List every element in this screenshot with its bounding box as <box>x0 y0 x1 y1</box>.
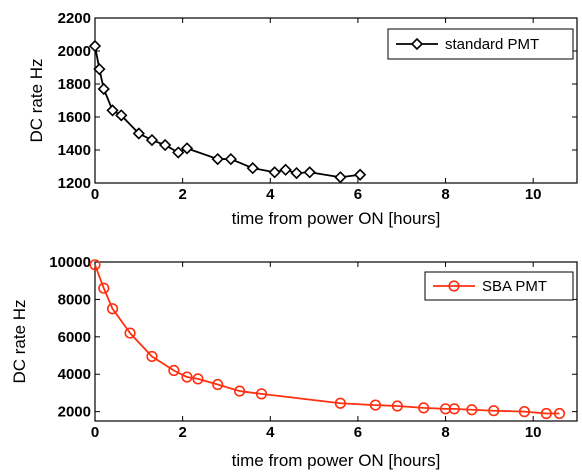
x-tick-label: 4 <box>266 424 275 441</box>
data-point <box>106 303 119 315</box>
data-point <box>448 403 460 415</box>
data-point <box>290 166 303 180</box>
data-point <box>93 63 106 76</box>
y-tick-label: 1800 <box>58 76 91 93</box>
y-axis-label: DC rate Hz <box>27 58 46 142</box>
legend-label: SBA PMT <box>482 278 547 295</box>
data-point <box>192 373 204 385</box>
x-tick-label: 6 <box>354 424 362 441</box>
x-tick-label: 6 <box>354 186 362 203</box>
data-point <box>106 104 119 117</box>
y-tick-label: 1200 <box>58 175 91 192</box>
x-axis-label: time from power ON [hours] <box>232 209 441 228</box>
data-point <box>145 133 159 147</box>
y-tick-label: 8000 <box>58 291 91 308</box>
data-point <box>212 378 224 391</box>
legend-label: standard PMT <box>445 36 539 53</box>
x-tick-label: 2 <box>178 424 186 441</box>
legend-marker <box>410 37 424 51</box>
x-tick-label: 0 <box>91 424 99 441</box>
data-point <box>255 388 268 400</box>
x-tick-label: 0 <box>91 186 99 203</box>
data-point <box>353 168 367 181</box>
data-point <box>172 146 185 159</box>
chart-1: 0 2 4 6 8 10 1200 1400 1600 1800 2000 2200 time from… <box>27 10 578 228</box>
y-tick-label: 2000 <box>58 404 91 421</box>
data-point <box>181 371 193 383</box>
data-point <box>246 162 259 175</box>
y-tick-label: 4000 <box>58 366 91 383</box>
x-tick-label: 10 <box>525 424 542 441</box>
data-point <box>97 82 110 96</box>
x-tick-label: 8 <box>441 424 449 441</box>
data-point <box>518 406 531 418</box>
data-point <box>268 166 281 179</box>
legend-box <box>387 28 574 60</box>
y-tick-label: 1600 <box>58 109 91 126</box>
data-point <box>234 385 246 397</box>
data-point <box>98 282 110 294</box>
data-point <box>418 402 430 414</box>
data-point <box>540 407 552 420</box>
data-point <box>391 400 403 412</box>
data-point <box>180 142 194 155</box>
x-axis-label: time from power ON [hours] <box>232 451 441 470</box>
series-line-1 <box>94 264 560 415</box>
y-tick-label: 2200 <box>58 10 91 27</box>
data-point <box>488 405 500 417</box>
data-point <box>334 397 346 409</box>
y-tick-label: 6000 <box>58 329 91 346</box>
x-tick-label: 10 <box>525 186 542 203</box>
data-point <box>211 152 224 166</box>
data-point <box>466 404 478 416</box>
y-tick-label: 2000 <box>58 43 91 60</box>
data-point <box>115 109 128 122</box>
data-point <box>158 138 172 152</box>
x-tick-label: 4 <box>266 186 275 203</box>
y-tick-label: 10000 <box>49 254 91 271</box>
legend-marker <box>448 280 460 292</box>
data-point <box>279 163 292 176</box>
data-point <box>132 127 145 140</box>
data-point <box>168 364 180 377</box>
data-point <box>88 39 102 53</box>
x-tick-label: 2 <box>178 186 186 203</box>
data-point <box>124 327 136 339</box>
data-point <box>369 399 382 411</box>
y-axis-label: DC rate Hz <box>10 299 29 383</box>
x-tick-label: 8 <box>441 186 449 203</box>
data-point <box>439 403 452 415</box>
data-point <box>146 350 158 363</box>
data-point <box>553 407 566 420</box>
data-point <box>89 259 101 271</box>
data-point <box>334 171 347 184</box>
y-tick-label: 1400 <box>58 142 91 159</box>
data-point <box>303 166 316 179</box>
chart-2: 0 2 4 6 8 10 2000 4000 6000 8000 10000 time from po… <box>10 254 578 470</box>
data-point <box>224 152 237 166</box>
